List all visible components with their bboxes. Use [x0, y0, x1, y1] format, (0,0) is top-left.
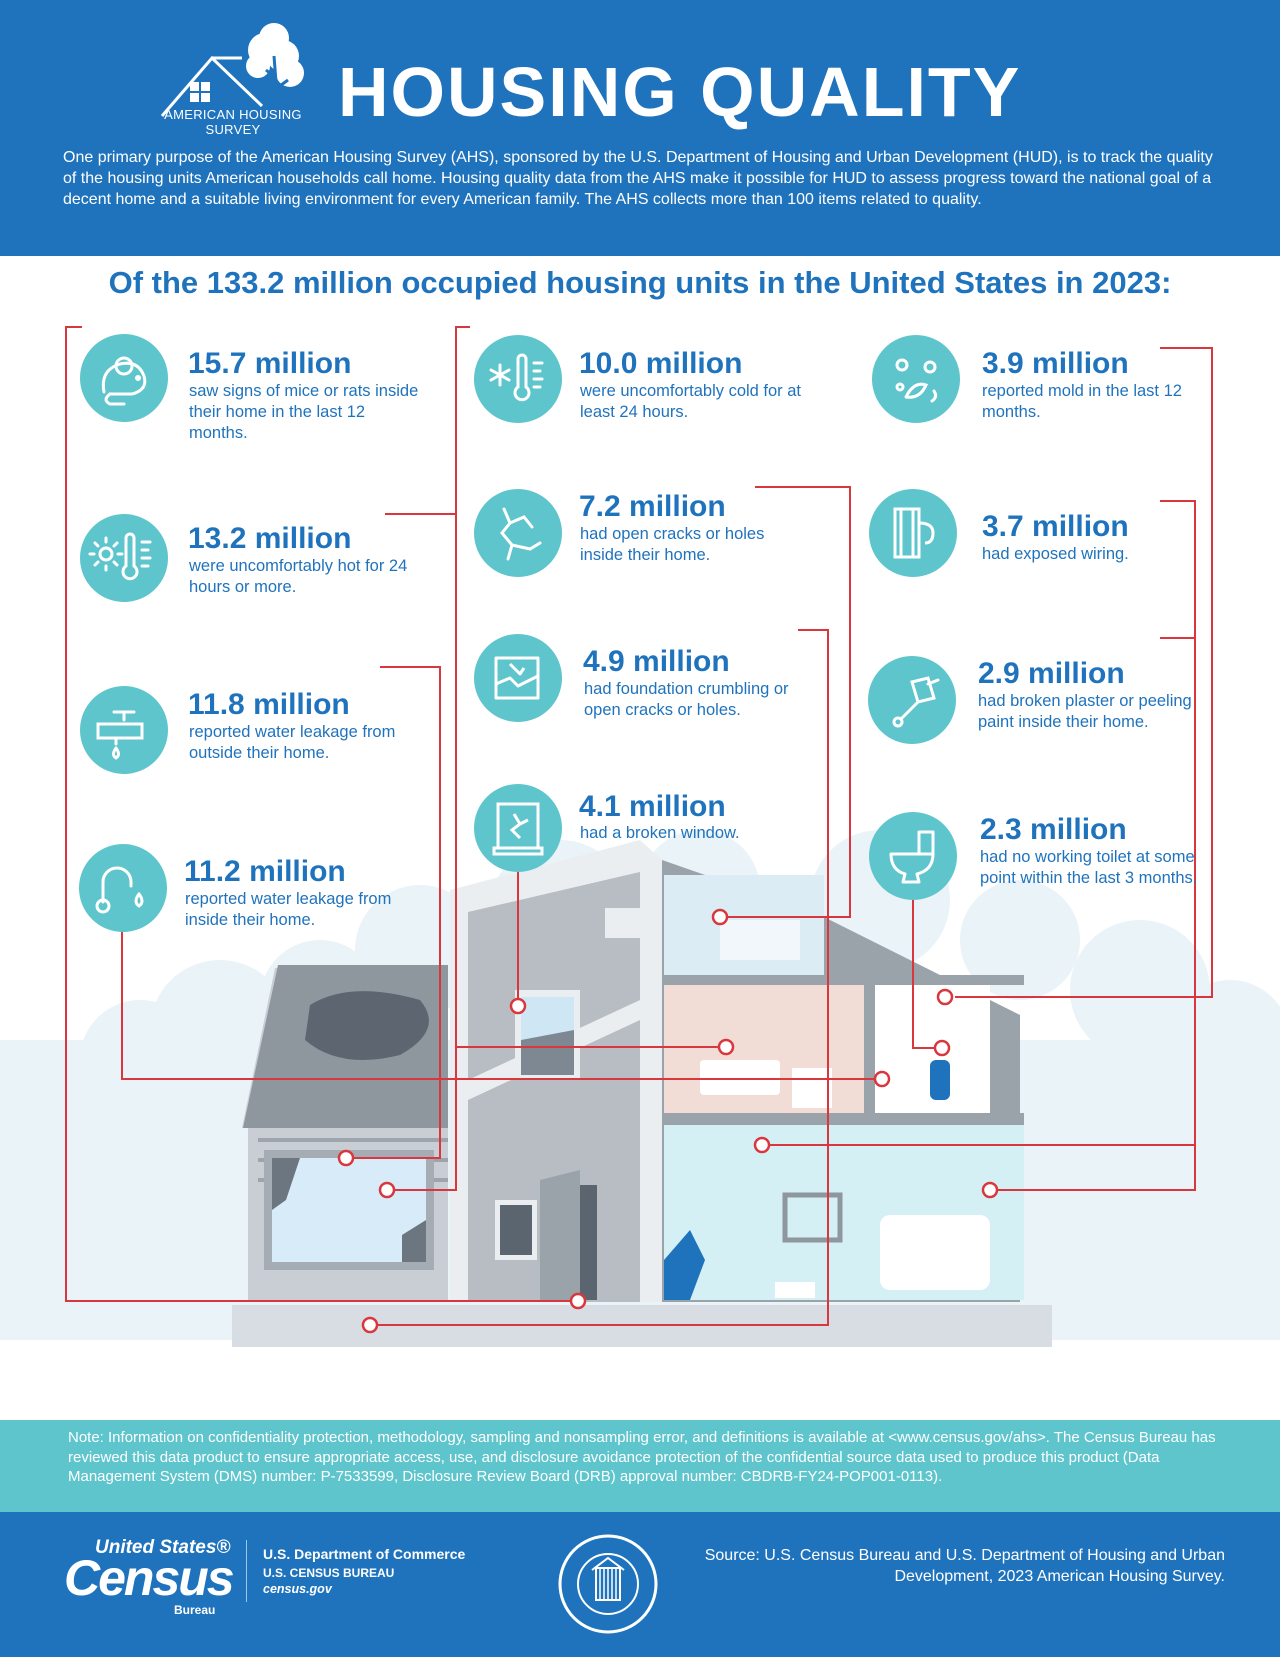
stat-description: reported water leakage from outside thei… [189, 723, 396, 762]
indoor-faucet-icon [79, 844, 167, 932]
stat-value: 3.7 million [982, 510, 1129, 543]
stat-value: 11.8 million [188, 688, 350, 721]
exposed-wiring-icon [869, 489, 957, 577]
foundation-crack-icon [474, 634, 562, 722]
stat-description: had broken plaster or peeling paint insi… [978, 692, 1192, 731]
stat-description: reported water leakage from inside their… [185, 890, 392, 929]
stat-value: 15.7 million [188, 347, 352, 380]
paint-roller-icon [868, 656, 956, 744]
census-bureau-label: U.S. CENSUS BUREAU [263, 1566, 395, 1580]
stat-description: had foundation crumbling or open cracks … [584, 680, 789, 719]
census-logo-wordmark: Census [64, 1550, 235, 1606]
stat-value: 3.9 million [982, 347, 1129, 380]
census-site-link[interactable]: census.gov [263, 1582, 332, 1596]
mold-icon [872, 335, 960, 423]
hud-seal-icon [558, 1534, 658, 1634]
footer-divider [246, 1540, 247, 1602]
stat-value: 7.2 million [579, 490, 726, 523]
stat-description: had no working toilet at some point with… [980, 848, 1198, 887]
header-banner [0, 0, 1280, 256]
page-title: HOUSING QUALITY [338, 53, 1022, 131]
footer [0, 1512, 1280, 1657]
stat-description: saw signs of mice or rats inside their h… [189, 382, 419, 442]
stat-description: had open cracks or holes inside their ho… [580, 525, 765, 564]
census-logo-top: United States® [95, 1537, 231, 1558]
mouse-icon [80, 334, 168, 422]
commerce-dept: U.S. Department of Commerce [263, 1546, 466, 1562]
stat-value: 13.2 million [188, 522, 352, 555]
stat-value: 11.2 million [184, 855, 346, 888]
stat-description: reported mold in the last 12 months. [982, 382, 1182, 421]
wall-crack-icon [474, 489, 562, 577]
ahs-house-logo [160, 23, 304, 117]
hot-thermometer-icon [80, 514, 168, 602]
stat-value: 4.1 million [579, 790, 726, 823]
stat-value: 10.0 million [579, 347, 743, 380]
logo-text: AMERICAN HOUSING SURVEY [164, 107, 302, 137]
subheading: Of the 133.2 million occupied housing un… [108, 265, 1172, 300]
cold-thermometer-icon [474, 335, 562, 423]
stat-description: had a broken window. [580, 824, 740, 842]
census-logo-bureau: Bureau [174, 1603, 216, 1617]
broken-window-icon [474, 784, 562, 872]
intro-paragraph: One primary purpose of the American Hous… [63, 149, 1213, 208]
source-credit: Source: U.S. Census Bureau and U.S. Depa… [704, 1547, 1225, 1585]
stat-value: 4.9 million [583, 645, 730, 678]
stat-description: had exposed wiring. [982, 545, 1129, 563]
toilet-icon [869, 812, 957, 900]
methodology-note: Note: Information on confidentiality pro… [68, 1429, 1216, 1485]
outdoor-faucet-icon [80, 686, 168, 774]
note-band [0, 1420, 1280, 1512]
stat-description: were uncomfortably hot for 24 hours or m… [189, 557, 408, 596]
house-illustration [0, 326, 1280, 1347]
stat-value: 2.9 million [978, 657, 1125, 690]
stat-value: 2.3 million [980, 813, 1127, 846]
stat-description: were uncomfortably cold for at least 24 … [580, 382, 802, 421]
